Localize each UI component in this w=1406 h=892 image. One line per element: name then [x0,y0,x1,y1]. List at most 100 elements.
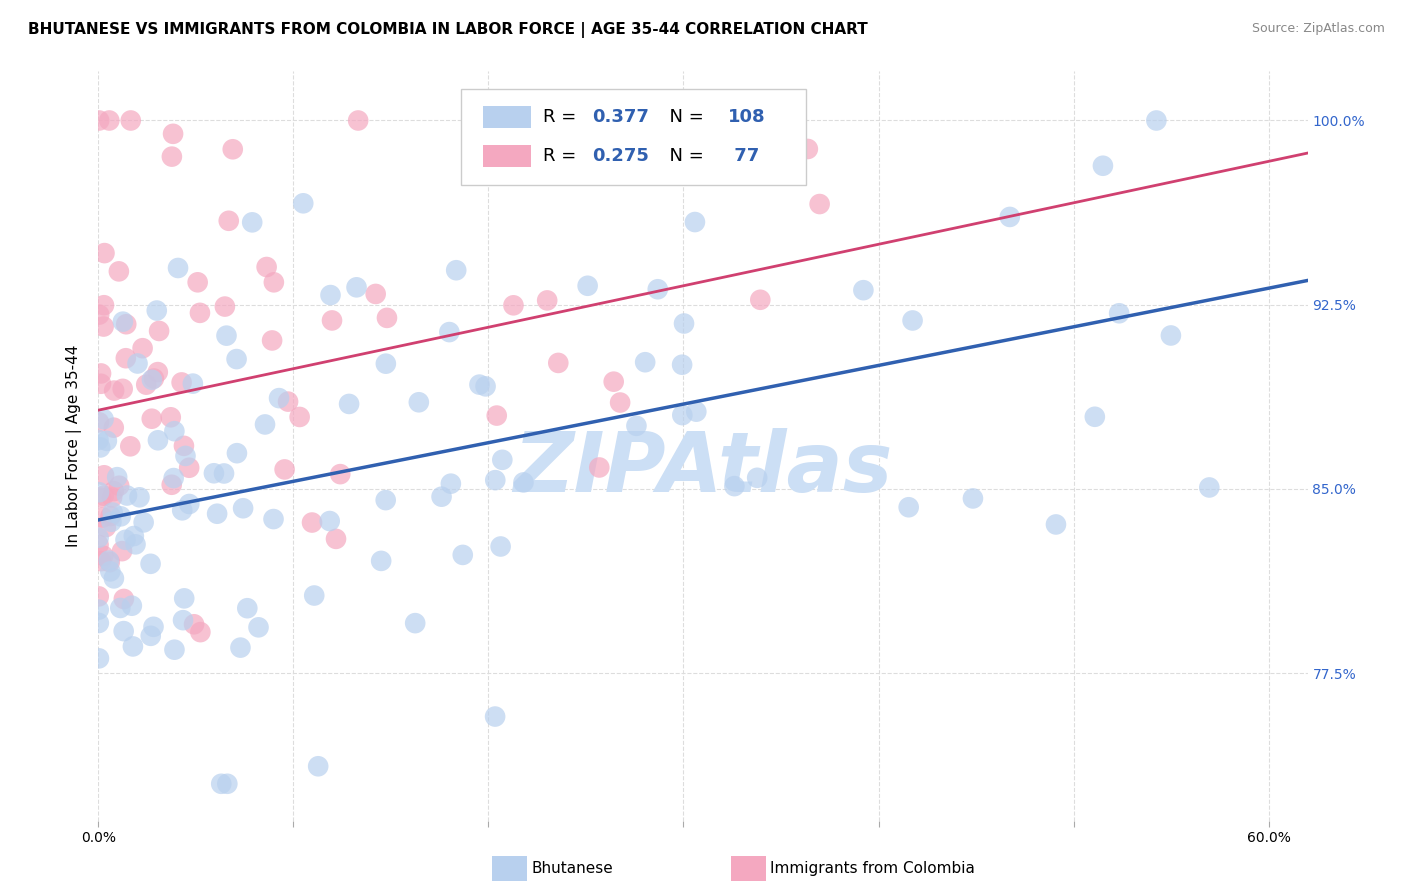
Point [163,642,186,657]
Point [90,367,112,381]
Point [112,624,135,639]
Point [1091,159,1114,173]
Point [141,373,163,387]
Point [609,395,631,409]
Point [321,313,343,327]
Point [110,601,132,615]
Text: Source: ZipAtlas.com: Source: ZipAtlas.com [1251,22,1385,36]
Point [87,590,110,604]
Text: N =: N = [658,108,710,126]
Point [98,555,121,569]
Point [145,303,167,318]
Point [128,491,150,505]
Point [87,415,110,429]
Text: Immigrants from Colombia: Immigrants from Colombia [770,862,976,876]
Point [1084,409,1107,424]
Point [209,777,232,791]
Point [183,617,205,632]
Point [671,358,693,372]
Point [172,613,194,627]
Point [253,417,276,432]
Point [93,298,115,312]
Text: Bhutanese: Bhutanese [531,862,613,876]
Text: R =: R = [543,147,582,165]
Text: N =: N = [658,147,710,165]
Point [256,260,278,274]
Point [188,306,211,320]
Point [101,506,124,520]
Point [474,379,496,393]
Point [292,196,315,211]
Point [1160,328,1182,343]
Point [162,127,184,141]
Point [96,434,118,448]
Point [536,293,558,308]
Point [170,376,193,390]
Point [484,709,506,723]
FancyBboxPatch shape [461,88,806,185]
Point [374,357,396,371]
Point [89,441,111,455]
Point [673,317,696,331]
Point [247,620,270,634]
Point [93,412,115,426]
Point [111,382,134,396]
Point [100,509,122,524]
Point [163,424,186,438]
Point [181,376,204,391]
Point [797,142,820,156]
Point [671,408,693,422]
Point [576,278,599,293]
Point [172,503,194,517]
Point [263,512,285,526]
Point [179,460,201,475]
Point [139,557,162,571]
Point [103,384,125,398]
Point [121,599,143,613]
Point [98,565,121,579]
Point [218,214,240,228]
Point [87,651,110,665]
Point [114,533,136,547]
Point [87,615,110,630]
Point [404,616,426,631]
Point [998,210,1021,224]
Point [111,315,134,329]
Point [97,553,120,567]
Y-axis label: In Labor Force | Age 35-44: In Labor Force | Age 35-44 [66,345,83,547]
Point [87,602,110,616]
Point [93,319,115,334]
FancyBboxPatch shape [482,106,531,128]
Point [337,397,360,411]
Point [115,489,138,503]
Point [451,548,474,562]
Point [240,215,263,229]
Text: R =: R = [543,108,582,126]
Point [749,293,772,307]
Point [232,501,254,516]
Point [122,640,145,654]
Point [747,471,769,485]
Point [159,410,181,425]
Point [277,394,299,409]
Point [364,287,387,301]
Point [174,449,197,463]
Point [124,537,146,551]
Point [87,485,110,500]
Point [229,640,252,655]
Point [89,113,111,128]
Point [217,777,239,791]
Point [512,475,534,490]
Point [100,515,122,529]
Point [98,113,121,128]
Point [160,477,183,491]
Point [87,531,110,545]
Point [214,300,236,314]
Point [1198,480,1220,494]
Point [122,529,145,543]
Point [262,334,284,348]
Point [683,215,706,229]
Point [375,310,398,325]
Point [1108,306,1130,320]
Point [1045,517,1067,532]
